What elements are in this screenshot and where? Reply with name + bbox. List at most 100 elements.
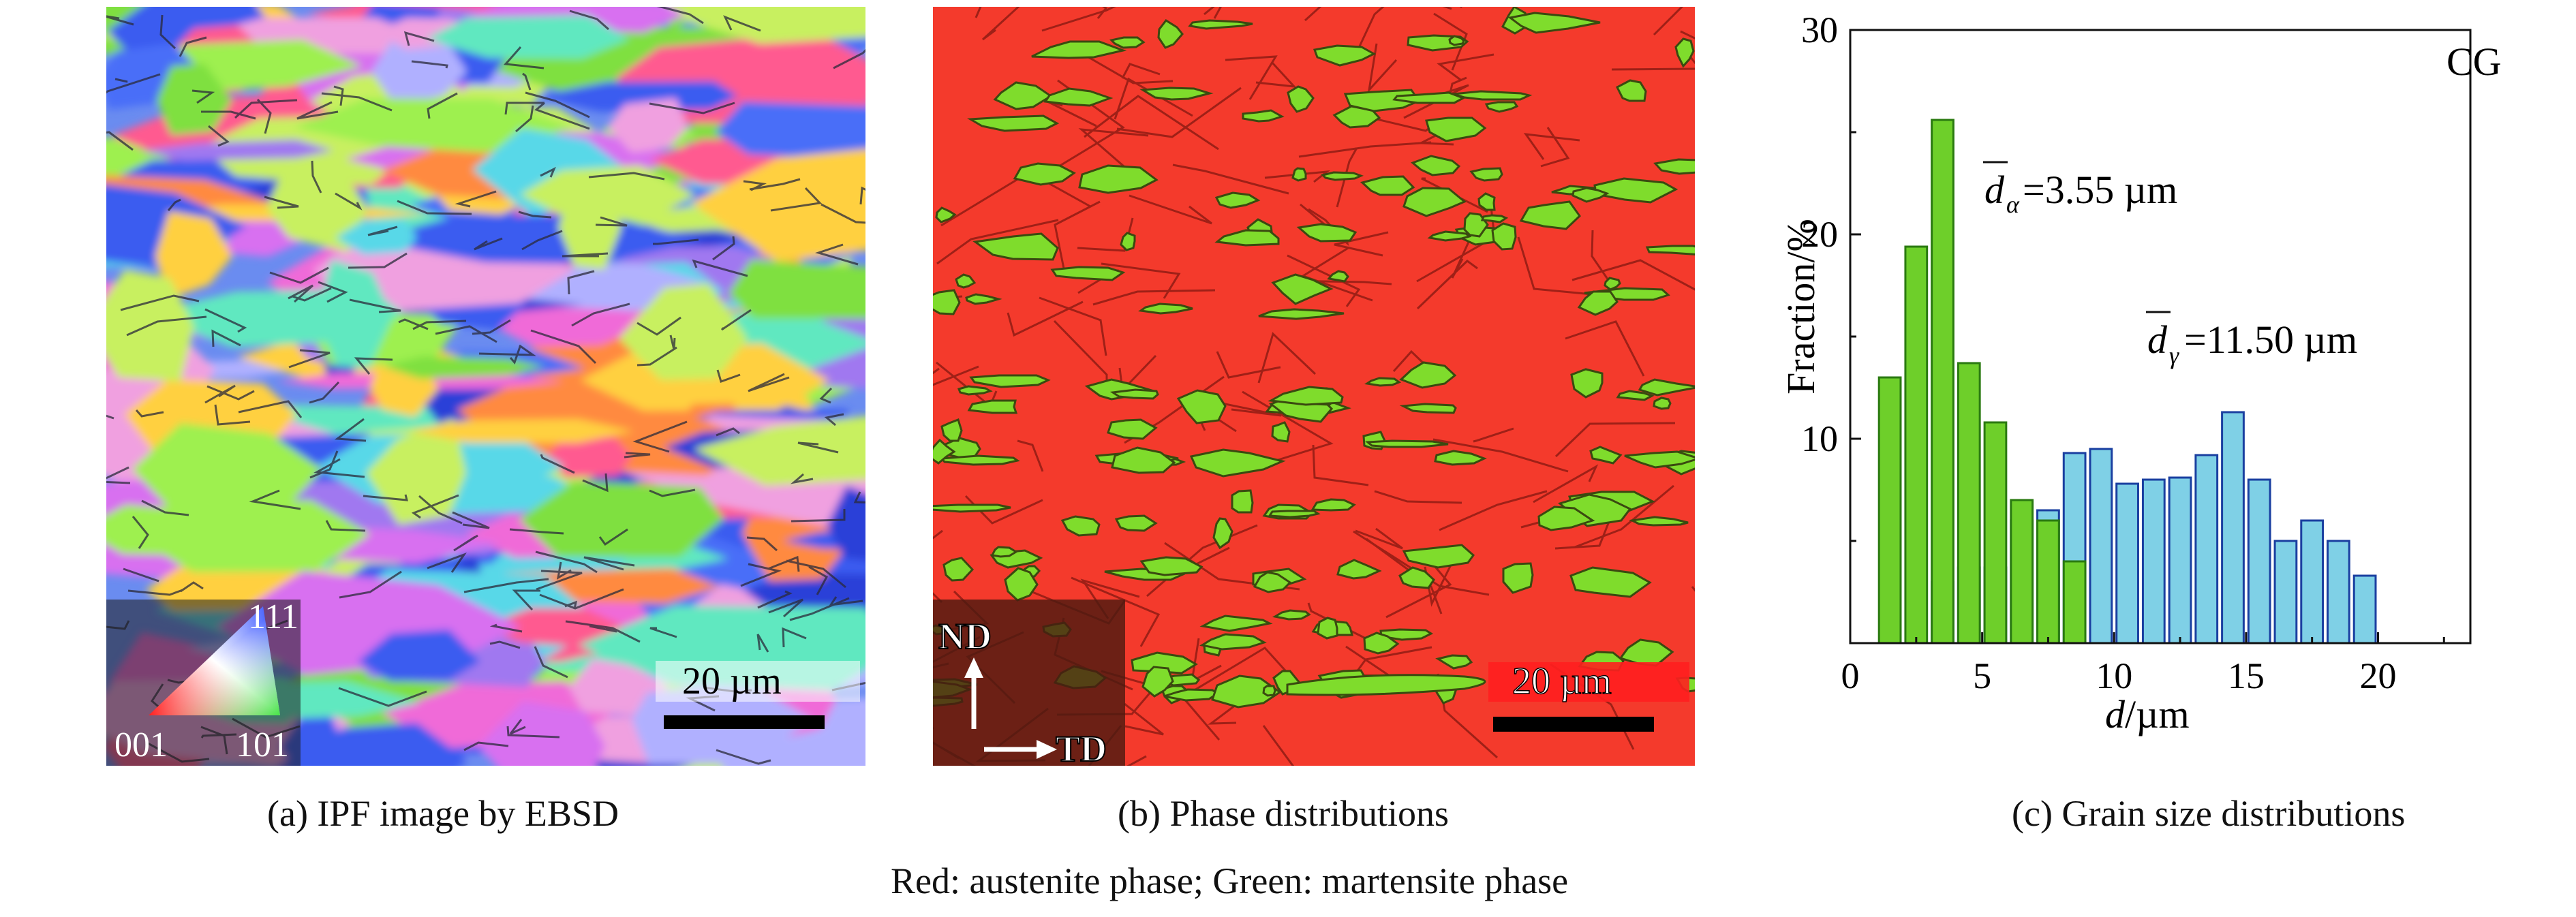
ipf-grain-boundary <box>716 369 741 383</box>
martensite-island <box>1392 91 1466 104</box>
martensite-island <box>1364 377 1402 387</box>
martensite-island <box>1268 510 1321 518</box>
ipf-grain-boundary <box>206 385 255 401</box>
ipf-grain-boundary <box>453 534 478 552</box>
ipf-grain <box>335 220 417 255</box>
martensite-island <box>1629 516 1689 527</box>
martensite-island <box>1199 633 1267 651</box>
martensite-island <box>1291 167 1307 182</box>
ipf-grain-boundary <box>814 243 859 266</box>
martensite-island <box>1399 361 1457 389</box>
ipf-grain-boundary <box>748 373 790 392</box>
martensite-island <box>1111 446 1176 474</box>
austenite-bar <box>2327 540 2350 644</box>
ipf-grain-boundary <box>506 726 560 739</box>
scalebar-b-bar <box>1493 717 1654 732</box>
ipf-grain-boundary <box>535 550 598 574</box>
ipf-grain <box>619 283 748 380</box>
austenite-bar <box>2168 476 2192 644</box>
scalebar-a: 20 µm <box>656 660 860 729</box>
phase-grain-boundary <box>1007 300 1084 337</box>
ipf-grain-boundary <box>106 131 134 151</box>
ipf-grain-boundary <box>204 308 247 333</box>
ipf-grain-boundary <box>512 589 540 611</box>
phase-grain-boundary <box>1451 232 1474 279</box>
martensite-island <box>1399 403 1457 414</box>
martensite-island <box>1271 273 1334 305</box>
ipf-grain-boundary <box>595 216 628 227</box>
ipf-grain-boundary <box>521 230 563 251</box>
ipf-grain-boundary <box>333 85 344 106</box>
martensite-island <box>1139 87 1214 101</box>
martensite-island <box>1078 164 1159 194</box>
phase-grain-boundary <box>1172 164 1289 195</box>
ipf-grain-boundary <box>180 581 204 593</box>
ipf-grain <box>691 149 865 262</box>
martensite-island <box>1231 489 1254 514</box>
caption-c: (c) Grain size distributions <box>2012 793 2406 834</box>
ipf-grain-boundary <box>292 287 332 302</box>
caption-a: (a) IPF image by EBSD <box>267 793 619 834</box>
phase-grain-boundary <box>1121 63 1161 79</box>
ipf-grain-boundary <box>367 226 398 236</box>
ipf-grain-boundary <box>720 309 752 331</box>
ipf-grain-boundary <box>427 92 458 119</box>
ipf-grain-boundary <box>522 72 532 91</box>
martensite-island <box>1138 302 1193 315</box>
phase-grain-boundary <box>1353 7 1385 59</box>
ipf-grain-boundary <box>649 102 735 114</box>
ipf-grain-boundary <box>556 561 572 580</box>
martensite-island <box>1262 685 1276 697</box>
phase-grain-boundary <box>1017 439 1044 472</box>
ipf-grain-boundary <box>338 687 427 707</box>
annotation-gamma-sub: γ <box>2169 342 2179 369</box>
martensite-island <box>1484 101 1519 113</box>
ipf-grain-boundary <box>790 473 814 484</box>
ipf-grain-boundary <box>191 89 215 104</box>
ipf-grain-boundary <box>339 570 402 599</box>
scalebar-a-label: 20 µm <box>682 660 782 702</box>
ipf-grain-boundary <box>743 180 767 191</box>
y-tick-label: 30 <box>1801 10 1838 50</box>
ipf-grain-boundary <box>204 384 236 404</box>
phase-grain-boundary <box>1433 12 1468 71</box>
phase-grain-boundary <box>1416 260 1478 310</box>
triangle-label-111: 111 <box>248 597 298 636</box>
phase-grain-boundary <box>1124 702 1164 736</box>
martensite-island <box>940 454 1020 466</box>
phase-grain-boundary <box>1126 755 1147 766</box>
ipf-grain-boundary <box>397 200 472 215</box>
austenite-bar <box>2221 411 2245 644</box>
ipf-grain-boundary <box>472 319 511 335</box>
ipf-grain <box>294 98 574 153</box>
annotation-alpha-symbol: d <box>1984 168 2005 212</box>
martensite-island <box>1402 187 1467 217</box>
grain-size-chart: 0 5 10 15 20 10 20 30 CG d α =3.55 µm d γ =11.5… <box>1758 0 2562 770</box>
phase-grain-boundary <box>933 365 979 386</box>
ipf-grain-boundary <box>589 625 617 633</box>
axis-ticks <box>1849 29 2445 643</box>
ipf-grain-boundary <box>833 48 865 69</box>
ipf-grain-boundary <box>540 454 575 474</box>
phase-grain-boundary <box>1367 43 1398 93</box>
ipf-grain-boundary <box>474 237 503 251</box>
scalebar-b-label: 20 µm <box>1512 660 1612 702</box>
ipf-grain-boundary <box>653 238 699 245</box>
ipf-grain <box>519 481 724 557</box>
austenite-bar <box>2273 540 2298 644</box>
ipf-grain-boundary <box>824 413 844 426</box>
ipf-grain-boundary <box>435 325 497 343</box>
phase-grain-boundary <box>1216 351 1281 379</box>
ipf-grain-boundary <box>249 489 301 510</box>
austenite-bar <box>2194 454 2219 644</box>
ipf-grain-boundary <box>211 329 241 347</box>
ipf-grain-boundary <box>269 266 329 284</box>
ipf-grain-boundary <box>562 252 609 258</box>
phase-grain-boundary <box>1077 217 1134 252</box>
ipf-grain-boundary <box>649 488 696 497</box>
martensite-island <box>1157 19 1184 49</box>
phase-grain-boundary <box>936 219 1059 265</box>
martensite-island <box>1109 36 1146 49</box>
martensite-island <box>1212 517 1233 550</box>
ipf-grain-boundary <box>264 196 299 209</box>
